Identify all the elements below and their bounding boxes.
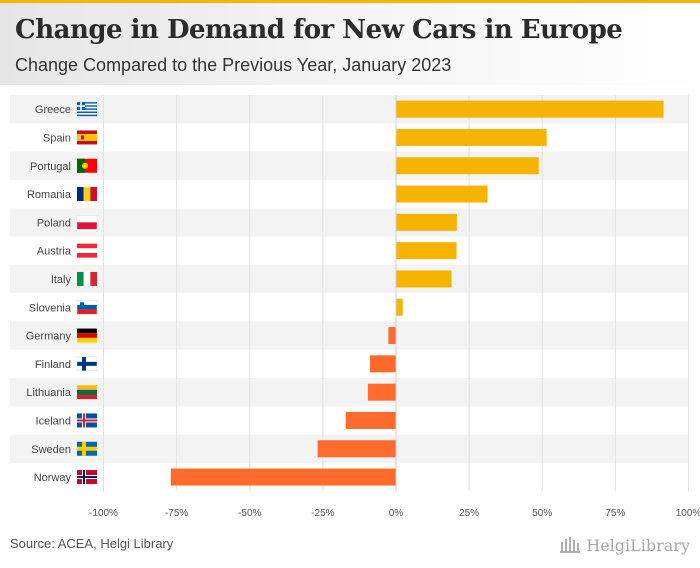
- flag-lithuania-icon: [77, 385, 97, 400]
- category-label-lithuania: Lithuania: [26, 387, 72, 399]
- x-tick-label: 25%: [459, 508, 479, 519]
- bar-germany: [388, 327, 396, 345]
- flag-norway-icon: [77, 470, 97, 485]
- x-tick-label: -75%: [165, 508, 188, 519]
- helgi-library-logo: HelgiLibrary: [559, 533, 690, 557]
- bar-lithuania: [367, 383, 396, 401]
- chart-title: Change in Demand for New Cars in Europe: [15, 15, 623, 45]
- x-tick-label: -25%: [311, 508, 334, 519]
- flag-spain-icon: [77, 130, 97, 145]
- category-label-italy: Italy: [51, 274, 72, 286]
- row-stripe: [10, 208, 688, 237]
- category-label-greece: Greece: [35, 104, 71, 116]
- row-stripe: [10, 378, 688, 407]
- flag-portugal-icon: [77, 158, 97, 173]
- x-tick-label: -100%: [89, 508, 118, 519]
- bar-romania: [396, 185, 488, 203]
- category-label-finland: Finland: [35, 359, 71, 371]
- category-label-spain: Spain: [43, 132, 71, 144]
- flag-germany-icon: [77, 328, 97, 343]
- bar-italy: [396, 270, 452, 288]
- chart-subtitle: Change Compared to the Previous Year, Ja…: [15, 55, 452, 75]
- category-label-norway: Norway: [34, 472, 72, 484]
- flag-austria-icon: [77, 243, 97, 258]
- top-accent-bar: [0, 0, 700, 3]
- x-tick-label: 100%: [676, 508, 700, 519]
- bar-norway: [170, 468, 396, 486]
- category-label-portugal: Portugal: [30, 161, 71, 173]
- category-label-germany: Germany: [26, 331, 72, 343]
- flag-greece-icon: [77, 102, 97, 117]
- x-tick-label: 0%: [389, 508, 404, 519]
- x-tick-label: 75%: [605, 508, 625, 519]
- row-stripe: [10, 151, 688, 180]
- row-stripe: [10, 321, 688, 350]
- bar-greece: [396, 100, 664, 118]
- flag-sweden-icon: [77, 441, 97, 456]
- bar-sweden: [317, 440, 396, 458]
- source-note: Source: ACEA, Helgi Library: [10, 536, 174, 551]
- bar-slovenia: [396, 298, 403, 316]
- category-label-sweden: Sweden: [31, 444, 71, 456]
- library-icon: [560, 537, 581, 553]
- flag-poland-icon: [76, 215, 98, 230]
- flag-italy-icon: [77, 271, 97, 286]
- bar-spain: [396, 128, 547, 146]
- brand-name: HelgiLibrary: [586, 535, 690, 555]
- category-label-iceland: Iceland: [36, 415, 71, 427]
- x-tick-label: -50%: [238, 508, 261, 519]
- x-tick-label: 50%: [532, 508, 552, 519]
- flag-iceland-icon: [77, 413, 97, 428]
- bar-poland: [396, 213, 457, 231]
- bar-portugal: [396, 157, 539, 175]
- row-stripe: [10, 264, 688, 294]
- bar-finland: [369, 355, 396, 373]
- bar-iceland: [345, 411, 396, 429]
- category-label-austria: Austria: [37, 246, 72, 258]
- category-label-slovenia: Slovenia: [29, 302, 72, 314]
- chart-header: Change in Demand for New Cars in Europe …: [0, 3, 700, 85]
- flag-slovenia-icon: [76, 300, 98, 315]
- bar-chart: Greece Spain Portugal Romania Poland Austria I…: [10, 95, 700, 519]
- bar-austria: [396, 242, 457, 260]
- flag-romania-icon: [77, 187, 97, 202]
- category-label-poland: Poland: [37, 217, 71, 229]
- category-label-romania: Romania: [27, 189, 72, 201]
- flag-finland-icon: [76, 356, 98, 372]
